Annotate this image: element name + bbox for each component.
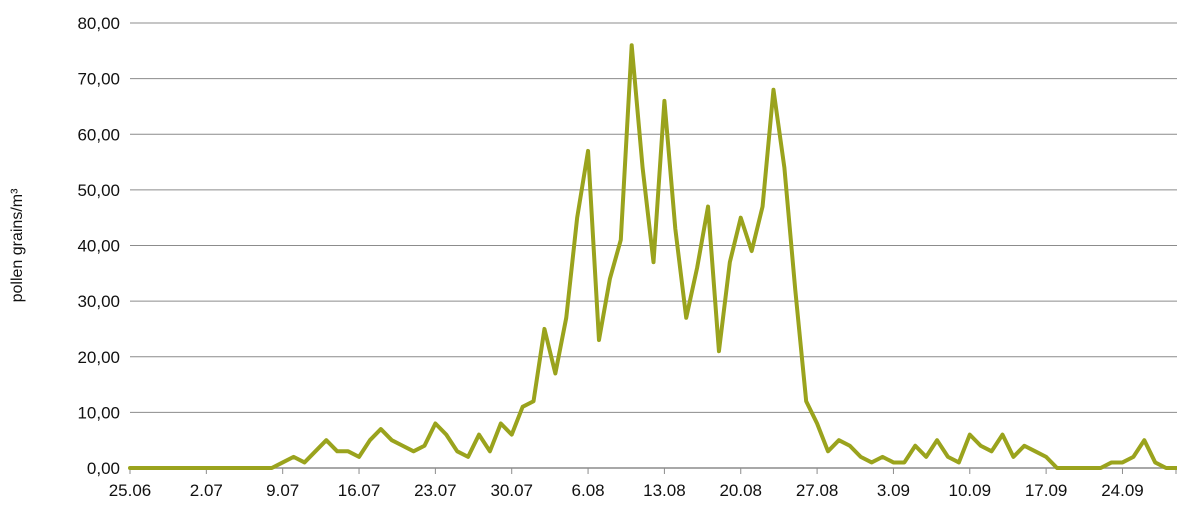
y-axis-title: pollen grains/m³ bbox=[9, 188, 26, 303]
x-tick-label: 13.08 bbox=[643, 481, 686, 500]
y-axis-ticks: 0,00 10,00 20,00 30,00 40,00 50,00 60,00 70,00 8… bbox=[77, 14, 120, 478]
x-tick-label: 10.09 bbox=[949, 481, 992, 500]
x-axis-ticks: 25.06 2.07 9.07 16.07 23.07 30.07 6.08 13.08 20.… bbox=[109, 481, 1144, 500]
series-layer bbox=[128, 43, 1177, 470]
x-tick-label: 30.07 bbox=[490, 481, 533, 500]
x-tick-label: 3.09 bbox=[877, 481, 910, 500]
x-tick-label: 20.08 bbox=[719, 481, 762, 500]
series-line-pollen bbox=[128, 43, 1177, 470]
y-tick-label: 20,00 bbox=[77, 348, 120, 367]
x-tick-label: 6.08 bbox=[572, 481, 605, 500]
x-tick-label: 25.06 bbox=[109, 481, 152, 500]
y-tick-label: 30,00 bbox=[77, 292, 120, 311]
y-tick-label: 10,00 bbox=[77, 403, 120, 422]
x-tick-label: 27.08 bbox=[796, 481, 839, 500]
y-tick-label: 70,00 bbox=[77, 70, 120, 89]
y-tick-label: 50,00 bbox=[77, 181, 120, 200]
x-tick-label: 17.09 bbox=[1025, 481, 1068, 500]
x-tick-label: 23.07 bbox=[414, 481, 457, 500]
x-tick-label: 9.07 bbox=[266, 481, 299, 500]
x-tick-label: 16.07 bbox=[338, 481, 381, 500]
x-tick-label: 24.09 bbox=[1101, 481, 1144, 500]
y-tick-label: 60,00 bbox=[77, 125, 120, 144]
y-tick-label: 80,00 bbox=[77, 14, 120, 33]
x-axis bbox=[129, 467, 1177, 474]
x-tick-label: 2.07 bbox=[190, 481, 223, 500]
y-tick-label: 40,00 bbox=[77, 237, 120, 256]
y-tick-label: 0,00 bbox=[87, 459, 120, 478]
